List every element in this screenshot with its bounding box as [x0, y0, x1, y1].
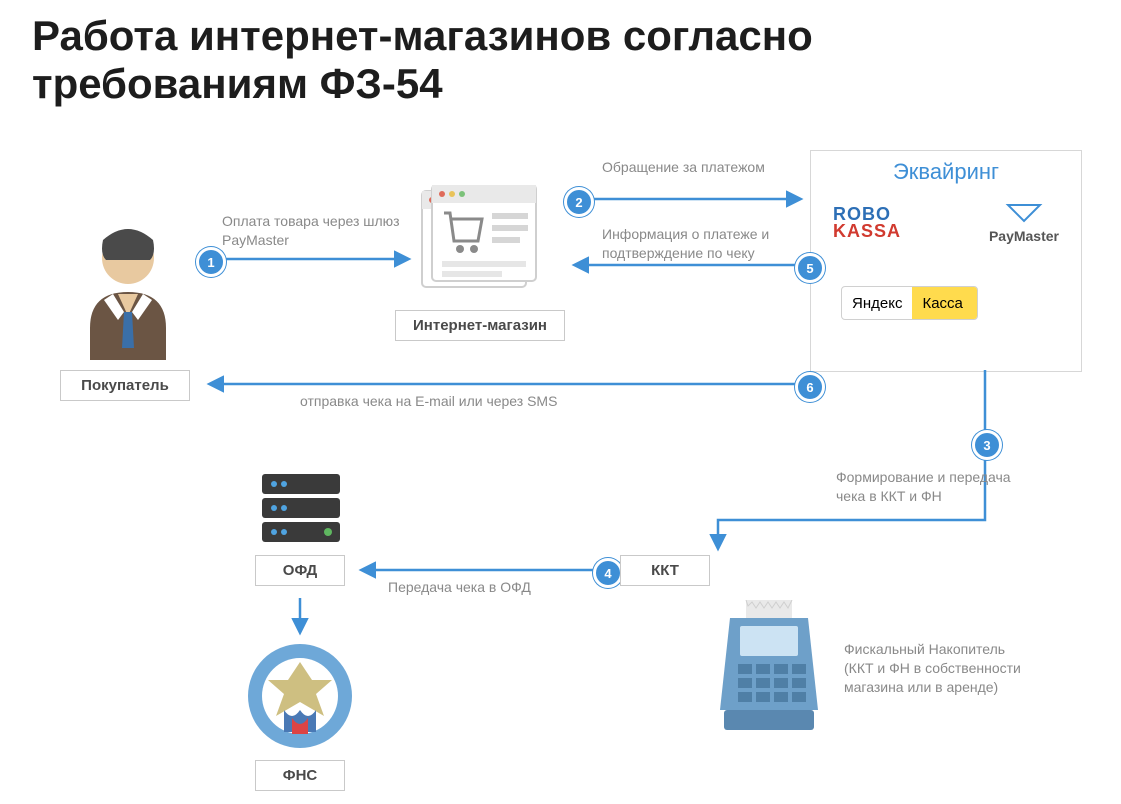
fn-b: (ККТ и ФН в собственности [844, 660, 1021, 676]
edge-1-label: Оплата товара через шлюз PayMaster [222, 212, 402, 250]
edge-6-label: отправка чека на E-mail или через SMS [300, 392, 680, 411]
node-kkt: ККТ [620, 555, 710, 586]
step-4: 4 [593, 558, 623, 588]
step-2: 2 [564, 187, 594, 217]
step-1: 1 [196, 247, 226, 277]
edge-5b: подтверждение по чеку [602, 245, 755, 261]
step-3: 3 [972, 430, 1002, 460]
node-shop: Интернет-магазин [395, 310, 565, 341]
edge-3a: Формирование и передача [836, 469, 1011, 485]
fn-a: Фискальный Накопитель [844, 641, 1005, 657]
edge-4-label: Передача чека в ОФД [388, 578, 588, 597]
node-ofd: ОФД [255, 555, 345, 586]
diagram-page: Работа интернет-магазинов согласно требо… [0, 0, 1121, 804]
node-fns: ФНС [255, 760, 345, 791]
node-buyer: Покупатель [60, 370, 190, 401]
edge-2-label: Обращение за платежом [602, 158, 782, 177]
step-6: 6 [795, 372, 825, 402]
edge-3-label: Формирование и передача чека в ККТ и ФН [836, 468, 1056, 506]
edge-5-label: Информация о платеже и подтверждение по … [602, 225, 812, 263]
edge-3b: чека в ККТ и ФН [836, 488, 942, 504]
fn-c: магазина или в аренде) [844, 679, 998, 695]
edge-5a: Информация о платеже и [602, 226, 769, 242]
fn-note: Фискальный Накопитель (ККТ и ФН в собств… [844, 640, 1084, 697]
